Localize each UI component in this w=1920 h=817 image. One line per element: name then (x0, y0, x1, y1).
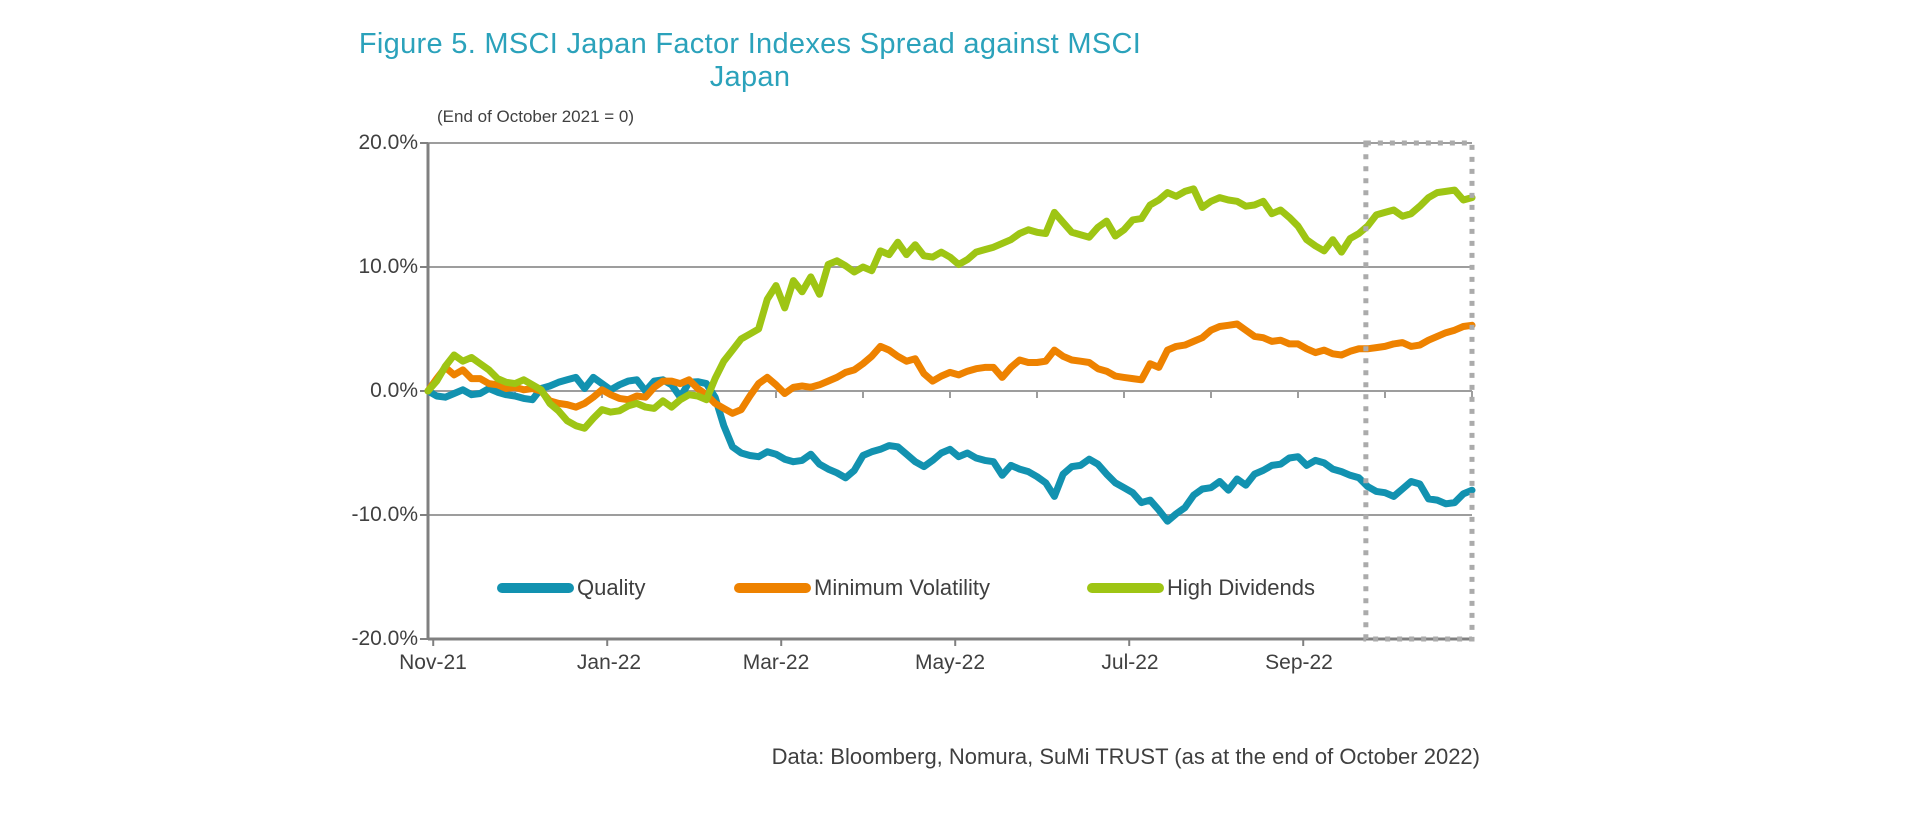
quality-line-swatch (497, 583, 574, 593)
x-axis-label-mar22: Mar-22 (742, 651, 810, 674)
legend-label-quality: Quality (577, 575, 646, 600)
x-axis-label-nov21: Nov-21 (399, 651, 467, 674)
x-axis-label-jan22: Jan-22 (576, 651, 642, 674)
y-axis-label-0: 0.0% (370, 379, 418, 402)
y-axis-label-neg10: -10.0% (351, 503, 418, 526)
legend-label-minimum-volatility: Minimum Volatility (814, 575, 991, 600)
legend-item-quality: Quality (497, 575, 646, 600)
minimum-volatility-line-swatch (734, 583, 811, 593)
y-axis-label-20: 20.0% (358, 131, 418, 154)
chart-title: Figure 5. MSCI Japan Factor Indexes Spre… (358, 28, 1142, 93)
data-source-note: Data: Bloomberg, Nomura, SuMi TRUST (as … (771, 744, 1480, 769)
chart-subtitle: (End of October 2021 = 0) (437, 107, 635, 126)
legend-item-high-dividends: High Dividends (1087, 575, 1315, 600)
legend-item-minimum-volatility: Minimum Volatility (734, 575, 991, 600)
x-axis-label-sep22: Sep-22 (1265, 651, 1333, 674)
x-axis-label-jul22: Jul-22 (1101, 651, 1159, 674)
y-axis-label-neg20: -20.0% (351, 627, 418, 650)
legend-label-high-dividends: High Dividends (1167, 575, 1315, 600)
x-axis-label-may22: May-22 (914, 651, 986, 674)
high-dividends-line-swatch (1087, 583, 1164, 593)
y-axis-label-10: 10.0% (358, 255, 418, 278)
